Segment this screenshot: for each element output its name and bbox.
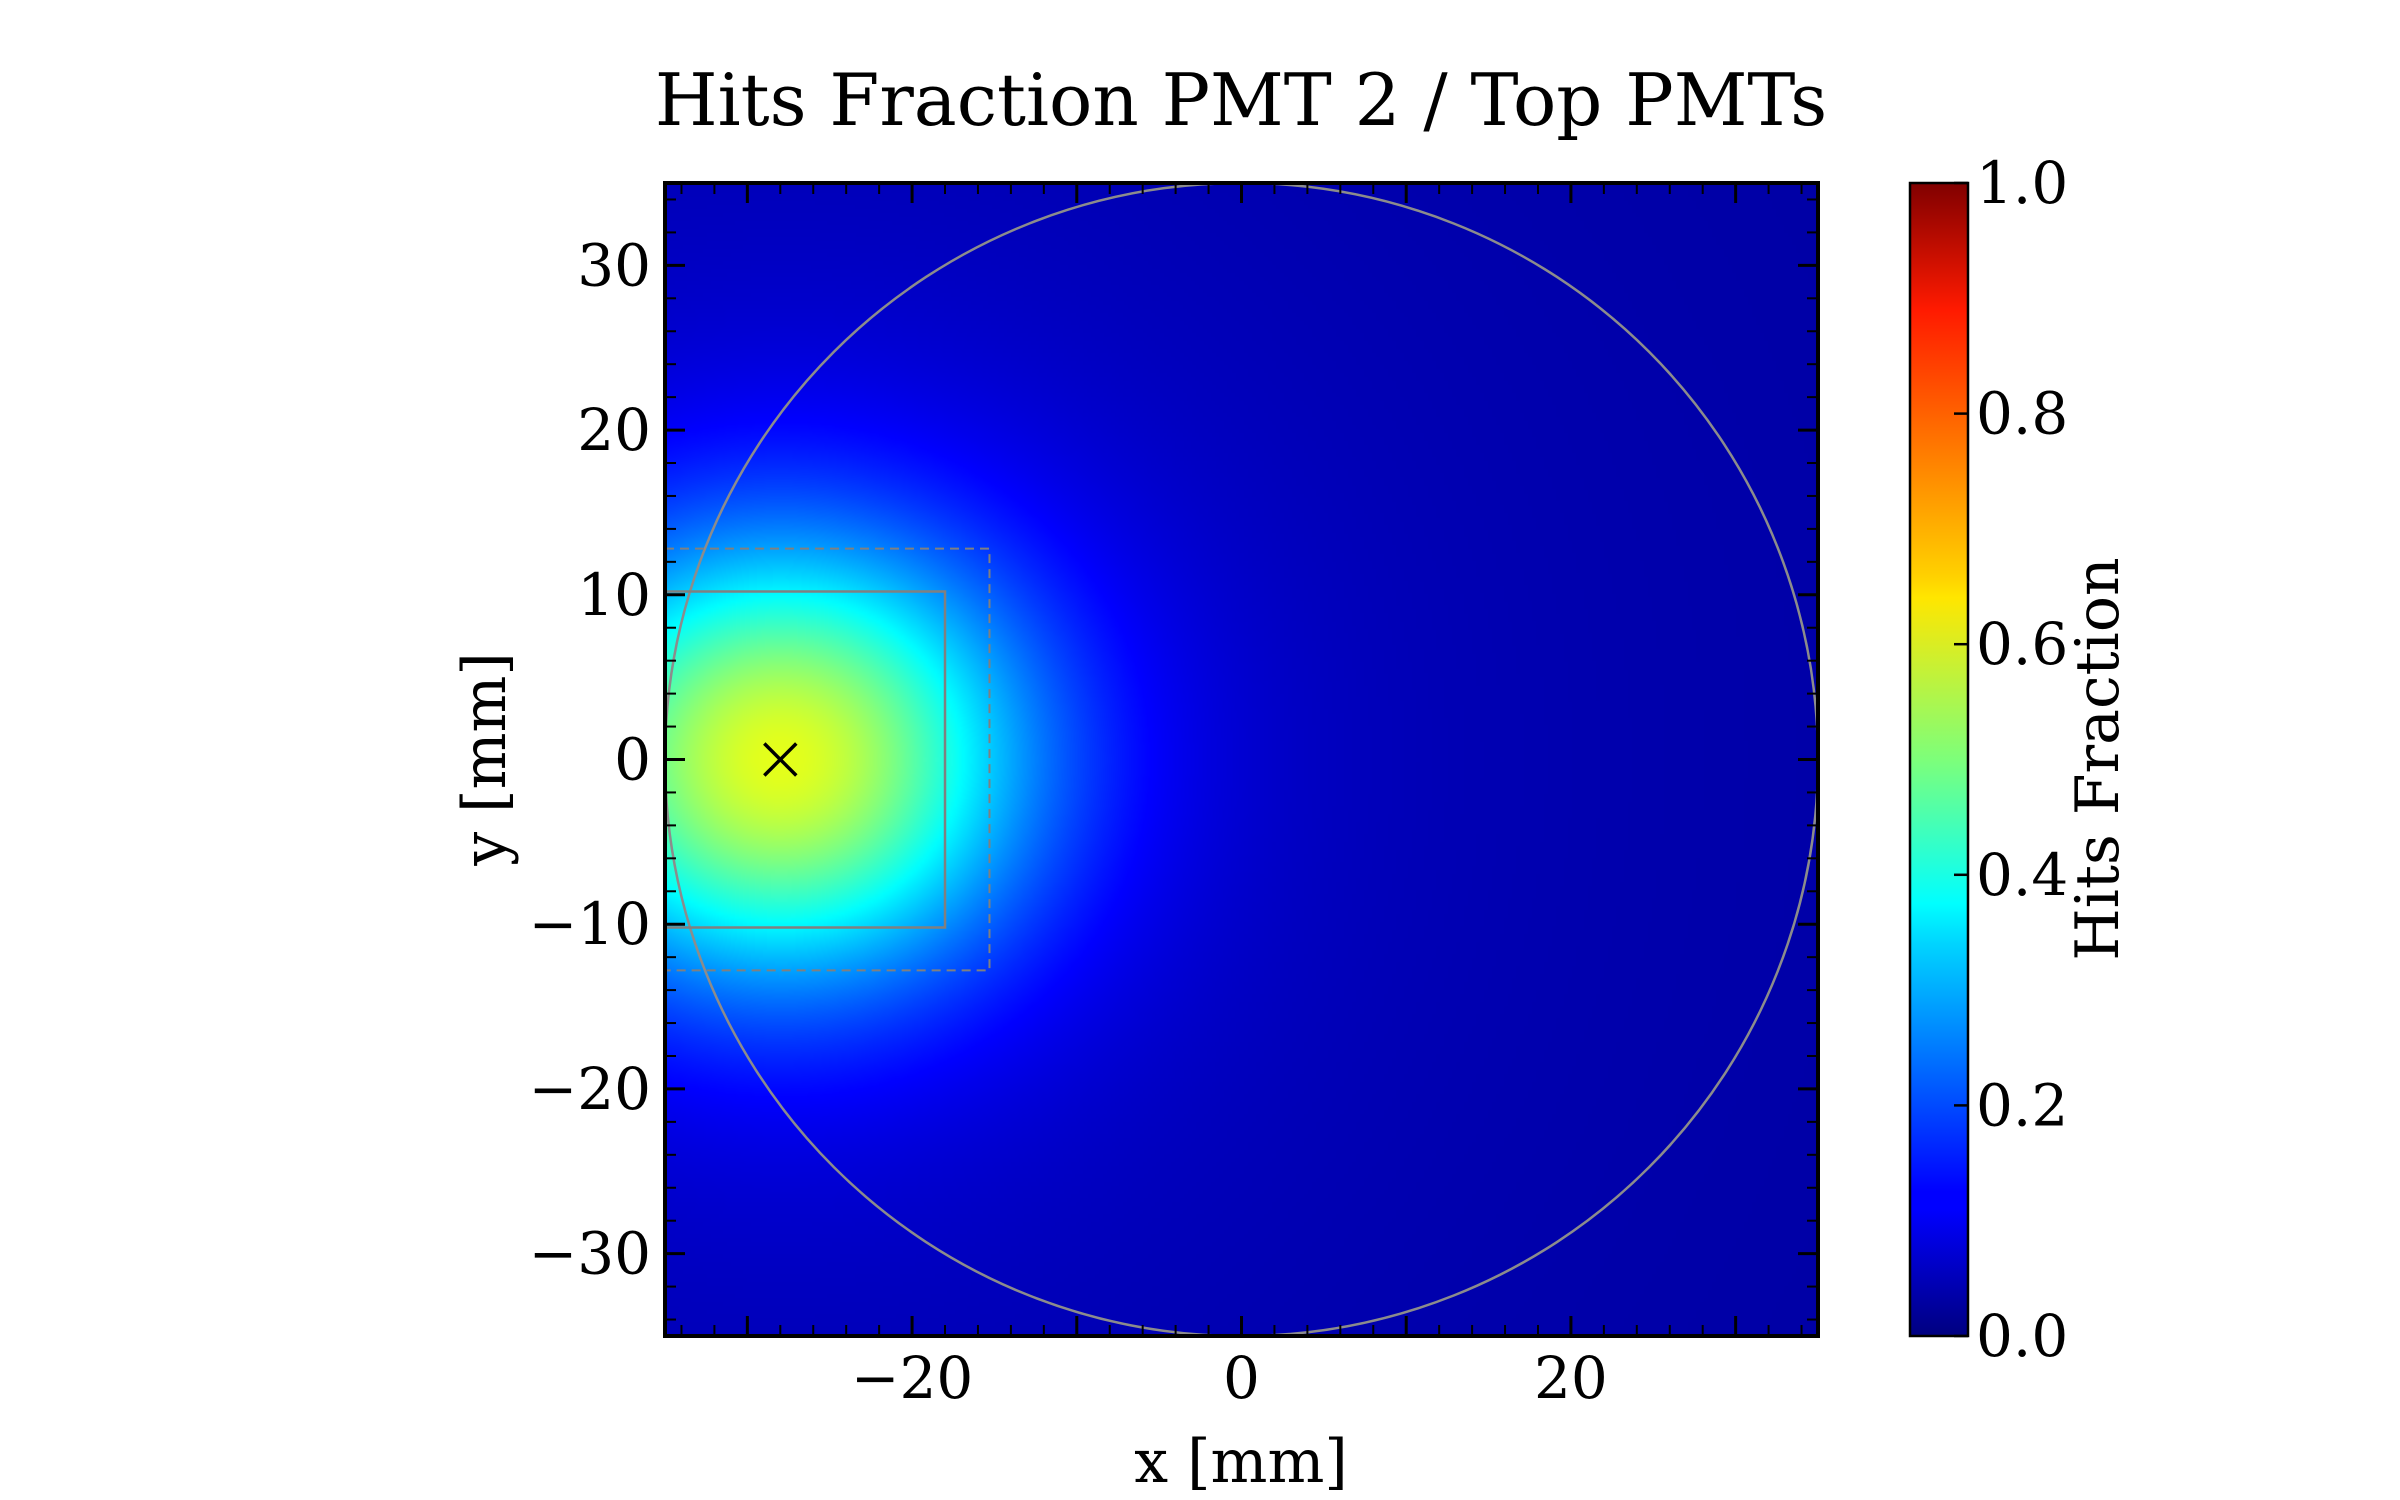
colorbar-tick-label: 0.2 xyxy=(1976,1071,2068,1139)
y-tick-label: 10 xyxy=(577,561,651,629)
colorbar-tick-label: 1.0 xyxy=(1976,149,2068,217)
pmt-outline-dashed xyxy=(665,547,991,972)
colorbar-tick-label: 0.0 xyxy=(1976,1302,2068,1370)
colorbar-tick-label: 0.8 xyxy=(1976,380,2068,448)
y-tick-label: 0 xyxy=(614,726,651,794)
x-axis-label: x [mm] xyxy=(1134,1427,1348,1497)
x-tick-label: 0 xyxy=(1223,1344,1260,1412)
overlay-layer xyxy=(665,183,1818,1336)
colorbar-tick-label: 0.4 xyxy=(1976,841,2068,909)
colorbar-label: Hits Fraction xyxy=(2063,557,2133,960)
y-tick-label: −30 xyxy=(529,1220,651,1288)
y-tick-label: −20 xyxy=(529,1055,651,1123)
x-tick-label: 20 xyxy=(1534,1344,1608,1412)
y-tick-label: −10 xyxy=(529,890,651,958)
chart-title: Hits Fraction PMT 2 / Top PMTs xyxy=(655,58,1827,142)
y-tick-label: 20 xyxy=(577,396,651,464)
pmt-center-marker-stroke-b xyxy=(763,742,798,777)
heatmap-canvas-holder xyxy=(665,183,1818,1336)
y-axis-label: y [mm] xyxy=(450,652,520,867)
x-tick-label: −20 xyxy=(851,1344,973,1412)
colorbar-tick-label: 0.6 xyxy=(1976,610,2068,678)
colorbar xyxy=(1908,181,1970,1338)
colorbar-ticks: 0.0 0.2 0.4 0.6 0.8 1.0 xyxy=(1954,149,2068,1370)
pmt-outline-solid xyxy=(665,590,947,929)
x-axis-ticks: −20 0 20 xyxy=(680,183,1803,1412)
y-tick-label: 30 xyxy=(577,231,651,299)
heatmap-area xyxy=(665,183,1818,1336)
y-axis-ticks: −30 −20 −10 0 10 20 30 xyxy=(529,198,1818,1321)
